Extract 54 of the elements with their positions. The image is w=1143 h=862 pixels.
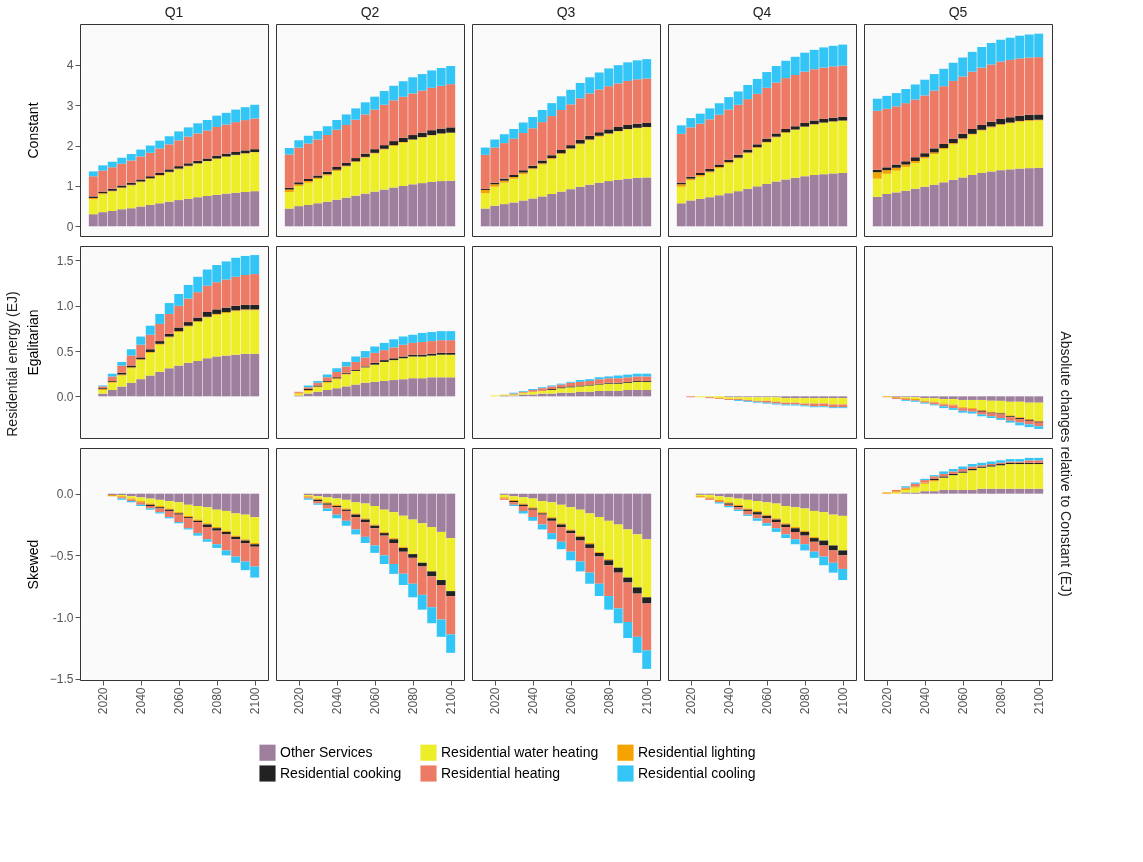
x-tick-label: 2060: [956, 687, 971, 715]
x-tick-label: 2020: [292, 687, 307, 715]
chart-title: Q5: [948, 4, 968, 20]
chart-title: Q2: [360, 4, 380, 20]
y-tick-label: 1.5: [56, 253, 74, 268]
y-tick-label: 0.0: [56, 389, 74, 404]
y-tick-label: 1: [66, 179, 74, 194]
chart-title: Q3: [556, 4, 576, 20]
x-tick-label: 2020: [96, 687, 111, 715]
x-tick-label: 2080: [798, 687, 813, 715]
x-tick-label: 2100: [248, 687, 263, 715]
y-tick-label: 4: [66, 58, 74, 73]
y-axis-title: Egalitarian: [24, 309, 41, 376]
y-tick-label: −0.5: [49, 548, 74, 563]
chart-title: Q1: [164, 4, 184, 20]
legend-label: Residential water heating: [441, 743, 599, 760]
text: Residential energy (EJ): [4, 291, 20, 437]
x-tick-label: 2040: [526, 687, 541, 715]
x-tick-label: 2100: [444, 687, 459, 715]
x-tick-label: 2040: [722, 687, 737, 715]
y-tick-label: 0.0: [56, 487, 74, 502]
y-tick-label: 1.0: [56, 299, 74, 314]
x-tick-label: 2080: [210, 687, 225, 715]
chart-title: Q4: [752, 4, 772, 20]
x-tick-label: 2040: [918, 687, 933, 715]
y-tick-label: 0: [66, 219, 74, 234]
y-tick-label: -1.0: [52, 610, 74, 625]
legend-label: Residential heating: [441, 764, 561, 781]
y-axis-title: Skewed: [24, 539, 41, 590]
y-tick-label: 2: [66, 139, 74, 154]
x-tick-label: 2020: [880, 687, 895, 715]
x-tick-label: 2040: [134, 687, 149, 715]
legend-label: Other Services: [280, 743, 373, 760]
legend-label: Residential cooling: [638, 764, 756, 781]
x-tick-label: 2100: [836, 687, 851, 715]
x-tick-label: 2080: [602, 687, 617, 715]
legend-label: Residential lighting: [638, 743, 756, 760]
x-tick-label: 2040: [330, 687, 345, 715]
x-tick-label: 2100: [640, 687, 655, 715]
text: Absolute changes relative to Constant (EJ): [1058, 331, 1074, 597]
y-tick-label: 0.5: [56, 344, 74, 359]
y-axis-title: Constant: [24, 102, 41, 159]
x-tick-label: 2100: [1032, 687, 1047, 715]
y-tick-label: 3: [66, 98, 74, 113]
x-tick-label: 2080: [994, 687, 1009, 715]
legend-label: Residential cooking: [280, 764, 402, 781]
x-tick-label: 2080: [406, 687, 421, 715]
x-tick-label: 2060: [172, 687, 187, 715]
y-tick-label: −1.5: [49, 672, 74, 687]
x-tick-label: 2060: [564, 687, 579, 715]
x-tick-label: 2060: [760, 687, 775, 715]
x-tick-label: 2020: [684, 687, 699, 715]
x-tick-label: 2020: [488, 687, 503, 715]
x-tick-label: 2060: [368, 687, 383, 715]
